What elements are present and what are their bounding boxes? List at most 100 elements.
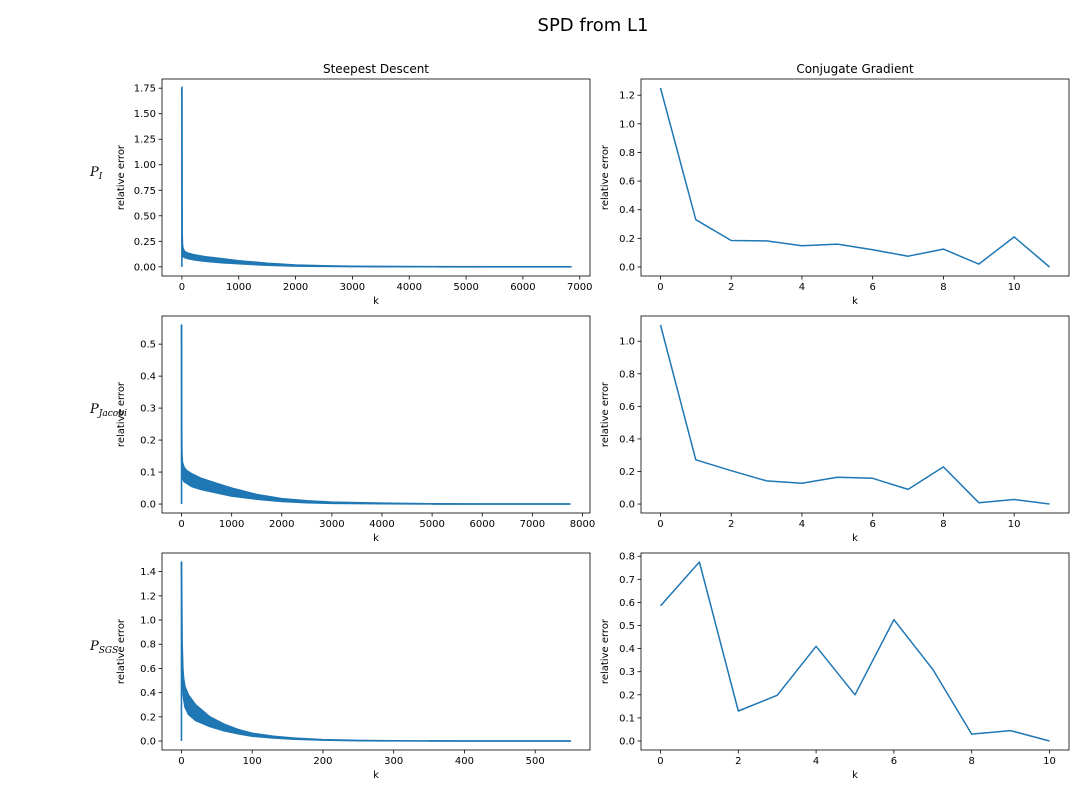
y-tick-label: 0.4 (140, 688, 156, 699)
row-label-sub: I (98, 172, 103, 182)
axes-frame (161, 552, 591, 751)
y-tick-label: 0.50 (134, 211, 156, 222)
y-tick-label: 0.2 (140, 712, 156, 723)
x-tick-label: 0 (657, 756, 663, 767)
data-point (932, 669, 934, 671)
row-label-sub: SGS (99, 646, 119, 656)
y-tick-label: 0.0 (619, 262, 635, 273)
y-tick-label: 0.4 (619, 434, 635, 445)
series-band (181, 86, 572, 268)
axes-frame (161, 78, 591, 277)
y-tick-label: 0.0 (140, 500, 156, 511)
x-tick-label: 0 (657, 519, 663, 530)
figure-title: SPD from L1 (538, 15, 649, 36)
x-axis-label: k (373, 533, 379, 544)
y-tick-label: 0.0 (619, 500, 635, 511)
data-point (1049, 740, 1051, 742)
subplot-title: Conjugate Gradient (796, 62, 914, 76)
y-tick-label: 0.4 (619, 644, 635, 655)
data-layer (180, 561, 572, 742)
y-tick-label: 0.3 (140, 404, 156, 415)
subplot-6: 0 2 4 6 8 10 0.0 0.1 0.2 0.3 0.4 0.5 0.6 0.7 0.8 k relat… (600, 552, 1070, 781)
x-tick-label: 400 (455, 756, 474, 767)
y-tick-label: 1.50 (134, 109, 156, 120)
x-tick-label: 6 (869, 519, 875, 530)
row-label: PI (89, 165, 103, 182)
row-label-sub: Jacobi (97, 409, 127, 419)
axes-frame (161, 315, 591, 514)
y-axis-label: relative error (116, 381, 127, 447)
data-point (776, 694, 778, 696)
data-point (737, 710, 739, 712)
x-tick-label: 5000 (453, 282, 478, 293)
subplot-grid: 0 1000 2000 3000 4000 5000 6000 70000.000.250.5… (89, 62, 1070, 781)
y-axis-label: relative error (116, 618, 127, 684)
x-axis-label: k (852, 770, 858, 781)
x-tick-label: 200 (313, 756, 332, 767)
x-axis-label: k (373, 770, 379, 781)
row-label-base: P (89, 402, 99, 417)
x-tick-label: 3000 (340, 282, 365, 293)
x-tick-label: 4 (799, 282, 805, 293)
x-tick-label: 500 (526, 756, 545, 767)
y-tick-label: 1.0 (619, 119, 635, 130)
x-tick-label: 0 (178, 519, 184, 530)
data-point (766, 240, 768, 242)
x-tick-label: 4 (799, 519, 805, 530)
y-tick-label: 0.3 (619, 667, 635, 678)
data-point (978, 263, 980, 265)
data-point (1013, 236, 1015, 238)
axes-frame (640, 552, 1070, 751)
y-tick-label: 0.7 (619, 575, 635, 586)
data-point (1013, 499, 1015, 501)
x-tick-label: 8 (940, 282, 946, 293)
data-layer (659, 324, 1050, 505)
y-tick-label: 1.00 (134, 160, 156, 171)
data-point (660, 605, 662, 607)
data-point (801, 482, 803, 484)
x-tick-label: 6 (869, 282, 875, 293)
series-band (180, 561, 572, 742)
x-tick-label: 1000 (219, 519, 244, 530)
data-point (943, 466, 945, 468)
y-tick-label: 0.2 (619, 234, 635, 245)
y-tick-label: 0.00 (134, 262, 156, 273)
x-axis-label: k (852, 533, 858, 544)
data-point (893, 619, 895, 621)
y-tick-label: 1.2 (140, 591, 156, 602)
y-tick-label: 0.6 (140, 664, 156, 675)
x-tick-label: 10 (1008, 282, 1021, 293)
x-tick-label: 0 (657, 282, 663, 293)
x-tick-label: 10 (1008, 519, 1021, 530)
y-tick-label: 0.0 (140, 737, 156, 748)
row-label-base: P (89, 639, 99, 654)
data-point (695, 459, 697, 461)
subplot-3: 0 1000 2000 3000 4000 5000 6000 7000 8000 0.0 0.1 0… (89, 315, 595, 544)
x-tick-label: 7000 (567, 282, 592, 293)
data-point (971, 733, 973, 735)
data-layer (180, 324, 571, 505)
data-point (907, 489, 909, 491)
x-axis-label: k (373, 296, 379, 307)
y-tick-label: 0.4 (619, 205, 635, 216)
y-tick-label: 0.8 (140, 640, 156, 651)
x-tick-label: 100 (243, 756, 262, 767)
x-tick-label: 4 (813, 756, 819, 767)
data-point (1049, 266, 1051, 268)
subplot-1: 0 1000 2000 3000 4000 5000 6000 7000 0.00 0.25 0.5… (89, 62, 592, 307)
data-point (854, 694, 856, 696)
y-axis-label: relative error (600, 618, 611, 684)
row-label: PJacobi (89, 402, 127, 419)
y-tick-label: 0.4 (140, 372, 156, 383)
series-line (659, 561, 1050, 742)
x-tick-label: 7000 (520, 519, 545, 530)
x-tick-label: 3000 (319, 519, 344, 530)
y-axis-label: relative error (600, 381, 611, 447)
subplot-2: 0 2 4 6 8 10 0.0 0.2 0.4 0.6 0.8 1.0 1.2 k relative er… (600, 62, 1070, 307)
x-tick-label: 6000 (470, 519, 495, 530)
x-tick-label: 2 (728, 282, 734, 293)
y-tick-label: 0.8 (619, 552, 635, 563)
y-tick-label: 0.8 (619, 369, 635, 380)
x-tick-label: 2 (728, 519, 734, 530)
subplot-4: 0 2 4 6 8 10 0.0 0.2 0.4 0.6 0.8 1.0 k relative error (600, 315, 1070, 544)
